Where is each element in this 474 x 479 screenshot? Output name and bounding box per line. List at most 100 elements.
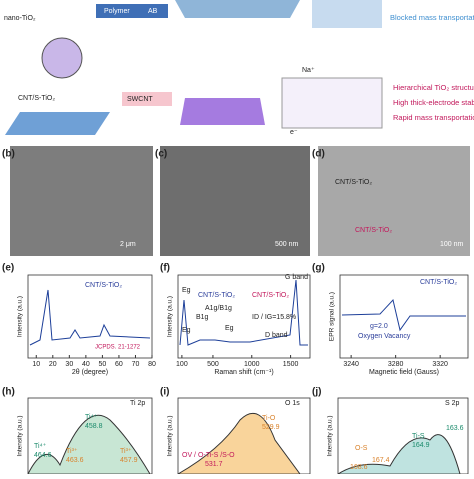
peak: 163.6 [446, 425, 464, 432]
arrow-box [122, 92, 172, 106]
particle [41, 37, 83, 79]
tag: CNT/S-TiO₂ [355, 227, 392, 234]
sem-image [160, 146, 310, 256]
peak: 529.9 [262, 424, 280, 431]
y-label: EPR signal (a.u.) [329, 292, 336, 341]
y-label: Intensity (a.u.) [167, 296, 174, 337]
x-tick-label: 30 [65, 361, 73, 368]
epr-curve [341, 298, 466, 332]
tag: CNT/S-TiO₂ [335, 179, 372, 186]
peak: Eg [225, 325, 234, 332]
xps-title: O 1s [285, 400, 300, 407]
peak: O-S [355, 445, 368, 452]
gval: g=2.0 [370, 323, 388, 330]
electrode [5, 112, 110, 135]
x-tick-label: 500 [207, 361, 219, 368]
peak: Ti⁴⁺ [85, 414, 98, 421]
x-tick-label: 1000 [244, 361, 260, 368]
na: Na⁺ [302, 67, 315, 74]
peak: A1g/B1g [205, 305, 232, 312]
x-tick-label: 3240 [343, 361, 359, 368]
axes [339, 274, 469, 359]
x-tick-label: 70 [132, 361, 140, 368]
panel-label: (c) [155, 149, 167, 160]
peak: Ti⁴⁺ [34, 443, 47, 450]
xps-curve [177, 412, 301, 475]
peak: Eg [182, 327, 191, 334]
x-tick-label: 20 [49, 361, 57, 368]
scale: 500 nm [275, 241, 299, 248]
peak: Ti-O [262, 415, 276, 422]
swcnt: SWCNT [127, 96, 153, 103]
peak: Ti³⁺ [120, 448, 132, 455]
panel-label: (h) [2, 387, 15, 398]
peak: 464.6 [34, 452, 52, 459]
e: e⁻ [290, 129, 298, 136]
x-label: Raman shift (cm⁻¹) [214, 369, 273, 376]
x-tick-label: 40 [82, 361, 90, 368]
peak: 531.7 [205, 461, 223, 468]
xps-title: Ti 2p [130, 400, 145, 407]
peak: 167.4 [372, 457, 390, 464]
panel-label: (f) [160, 263, 170, 274]
peak: 164.9 [412, 442, 430, 449]
x-tick-label: 80 [148, 361, 156, 368]
polymer: Polymer [104, 8, 130, 15]
panel-label: (d) [312, 149, 325, 160]
panel-label: (i) [160, 387, 169, 398]
scale: 100 nm [440, 241, 464, 248]
nano-label: nano-TiO₂ [4, 15, 36, 22]
raman-curve [179, 279, 308, 346]
bullet: Hierarchical TiO₂ structure [393, 83, 474, 92]
cnt-label: CNT/S-TiO₂ [18, 95, 55, 102]
x-label: 2θ (degree) [72, 369, 108, 376]
y-label: Intensity (a.u.) [327, 415, 334, 456]
ratio: ID / IG=15.8% [252, 314, 296, 321]
zoom [312, 0, 382, 28]
x-tick-label: 60 [115, 361, 123, 368]
scale: 2 μm [120, 241, 136, 248]
y-label: Intensity (a.u.) [167, 415, 174, 456]
g-band: G band [285, 274, 308, 281]
axes [27, 274, 153, 359]
x-tick-label: 100 [176, 361, 188, 368]
x-tick-label: 3320 [432, 361, 448, 368]
legend: CNT/S-TiO₂ [85, 282, 122, 289]
xps-title: S 2p [445, 400, 460, 407]
peak: Ti³⁺ [66, 448, 78, 455]
peak: 463.6 [66, 457, 84, 464]
xps-curve [27, 414, 151, 475]
x-tick-label: 3280 [388, 361, 404, 368]
electrode [180, 98, 265, 125]
tem-image [318, 146, 470, 256]
panel-label: (b) [2, 149, 15, 160]
ref: JCPDS. 21-1272 [95, 345, 141, 351]
peak: Ti-S [412, 433, 425, 440]
structure [281, 77, 383, 129]
arrow-box [96, 4, 168, 18]
xrd-curve [29, 289, 151, 346]
peak: 168.6 [350, 464, 368, 471]
peak: 458.8 [85, 423, 103, 430]
xps-curve [337, 434, 461, 475]
panel-label: (j) [312, 387, 321, 398]
sem-image [10, 146, 153, 256]
peak: 457.9 [120, 457, 138, 464]
blocked: Blocked mass transportation [390, 13, 474, 22]
bullet: High thick-electrode stability [393, 98, 474, 107]
axes [177, 274, 311, 359]
electrode [175, 0, 300, 18]
peak: Eg [182, 287, 191, 294]
d-band: D band [265, 332, 288, 339]
x-tick-label: 50 [99, 361, 107, 368]
bullet: Rapid mass transportation [393, 113, 474, 122]
ab: AB [148, 8, 158, 15]
peak: OV / O-Ti-S /S-O [182, 452, 235, 459]
panel-label: (g) [312, 263, 325, 274]
y-label: Intensity (a.u.) [17, 296, 24, 337]
x-label: Magnetic field (Gauss) [369, 369, 439, 376]
legend: CNT/S-TiO₂ [198, 292, 235, 299]
legend: CNT/S-TiO₂ [420, 279, 457, 286]
panel-label: (e) [2, 263, 14, 274]
